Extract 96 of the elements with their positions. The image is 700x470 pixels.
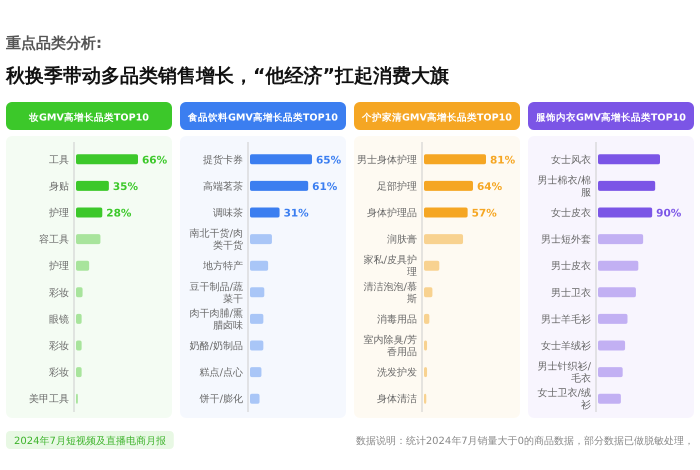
y-tick-label: 眼镜 (49, 313, 69, 326)
text: 重点品类分析: (5, 34, 102, 52)
bar (250, 154, 312, 164)
y-tick-label: 室内除臭/芳香用品 (364, 334, 417, 358)
y-tick-label: 男士卫衣 (551, 286, 591, 299)
y-tick-label: 调味茶 (213, 207, 243, 219)
y-tick-label: 地方特产 (202, 260, 243, 272)
y-tick-label: 工具 (49, 154, 69, 166)
y-tick-label: 润肤膏 (387, 234, 417, 246)
y-tick-label: 护理 (48, 207, 69, 219)
chart-title: 个护家清GMV高增长品类TOP10 (361, 112, 512, 124)
bar (250, 367, 262, 378)
y-tick-label: 女士羊绒衫 (541, 340, 591, 352)
y-tick-label: 男士短外套 (541, 234, 591, 246)
bar (76, 208, 102, 218)
data-label: 57% (472, 208, 498, 220)
text: 2024年7月短视频及直播电商月报 (14, 435, 166, 447)
y-tick-label: 饼干/膨化 (198, 393, 243, 406)
bar (76, 180, 109, 191)
data-label: 28% (106, 208, 132, 220)
chart-title: 食品饮料GMV高增长品类TOP10 (187, 112, 338, 124)
bar (598, 340, 626, 350)
y-tick-label: 肉干肉脯/熏腊卤味 (190, 307, 243, 332)
bar (424, 367, 428, 378)
y-tick-label: 美甲工具 (29, 393, 69, 406)
bar (250, 260, 268, 271)
y-tick-label: 彩妆 (49, 340, 69, 352)
y-tick-label: 清洁泡泡/慕斯 (364, 280, 417, 305)
bar (76, 287, 83, 298)
data-label: 65% (316, 154, 342, 166)
y-tick-label: 彩妆 (49, 286, 69, 299)
bar (76, 260, 90, 271)
bar (598, 314, 628, 324)
bar (76, 340, 82, 350)
bar (76, 234, 100, 244)
text: 秋换季带动多品类销售增长，“他经济”扛起消费大旗 (5, 65, 449, 87)
y-tick-label: 奶酪/奶制品 (190, 340, 243, 352)
bar (424, 314, 430, 324)
y-tick-label: 男士身体护理 (357, 154, 417, 166)
bar (424, 234, 464, 244)
y-tick-label: 足部护理 (377, 180, 417, 192)
bar (424, 154, 486, 164)
bar (250, 208, 280, 218)
y-tick-label: 护理 (48, 260, 69, 272)
y-tick-label: 男士棉衣/棉服 (538, 174, 591, 198)
bar (76, 154, 138, 164)
bar (424, 340, 428, 350)
y-tick-label: 身体清洁 (377, 393, 417, 406)
y-tick-label: 容工具 (39, 234, 69, 246)
bar (598, 154, 660, 164)
text: 数据说明：统计2024年7月销量大于0的商品数据，部分数据已做脱敏处理， (356, 435, 694, 447)
bar (424, 260, 440, 271)
data-label: 35% (112, 180, 138, 193)
data-label: 61% (312, 180, 338, 193)
bar (76, 367, 82, 378)
y-tick-label: 男士皮衣 (551, 260, 591, 272)
chart-title: 妆GMV高增长品类TOP10 (28, 112, 150, 124)
y-tick-label: 女士卫衣/绒衫 (538, 387, 591, 412)
bar (424, 180, 473, 191)
bar (424, 287, 432, 298)
y-tick-label: 彩妆 (49, 366, 69, 379)
data-label: 66% (142, 154, 168, 166)
y-tick-label: 洗发护发 (377, 366, 417, 379)
data-label: 64% (476, 180, 503, 193)
bar (598, 234, 644, 244)
y-tick-label: 身贴 (49, 180, 69, 192)
y-tick-label: 女士皮衣 (551, 207, 591, 219)
y-tick-label: 男士针织衫/毛衣 (538, 360, 592, 385)
y-tick-label: 提货卡券 (203, 154, 243, 166)
bar (250, 287, 264, 298)
bar (598, 260, 638, 271)
y-tick-label: 消毒用品 (377, 313, 417, 326)
bar (598, 394, 621, 404)
y-tick-label: 女士风衣 (551, 154, 591, 166)
y-tick-label: 高端茗茶 (203, 180, 243, 192)
y-tick-label: 男士羊毛衫 (541, 313, 591, 326)
bar (424, 208, 468, 218)
bar (598, 180, 656, 191)
chart-title: 服饰内衣GMV高增长品类TOP10 (535, 112, 686, 124)
y-tick-label: 南北干货/肉类干货 (190, 228, 243, 252)
bar (250, 394, 260, 404)
bar (250, 234, 272, 244)
data-label: 81% (490, 154, 516, 166)
bar (598, 367, 623, 378)
bar (76, 314, 82, 324)
y-tick-label: 家私/皮具护理 (364, 254, 417, 278)
y-tick-label: 糕点/点心 (200, 366, 243, 379)
bar (250, 314, 264, 324)
bar (250, 180, 308, 191)
y-tick-label: 身体护理品 (367, 207, 417, 219)
data-label: 31% (284, 208, 310, 220)
y-tick-label: 豆干制品/蔬菜干 (190, 280, 243, 305)
data-label: 90% (656, 208, 682, 220)
bar (598, 208, 652, 218)
bar (598, 287, 636, 298)
bar (250, 340, 264, 350)
